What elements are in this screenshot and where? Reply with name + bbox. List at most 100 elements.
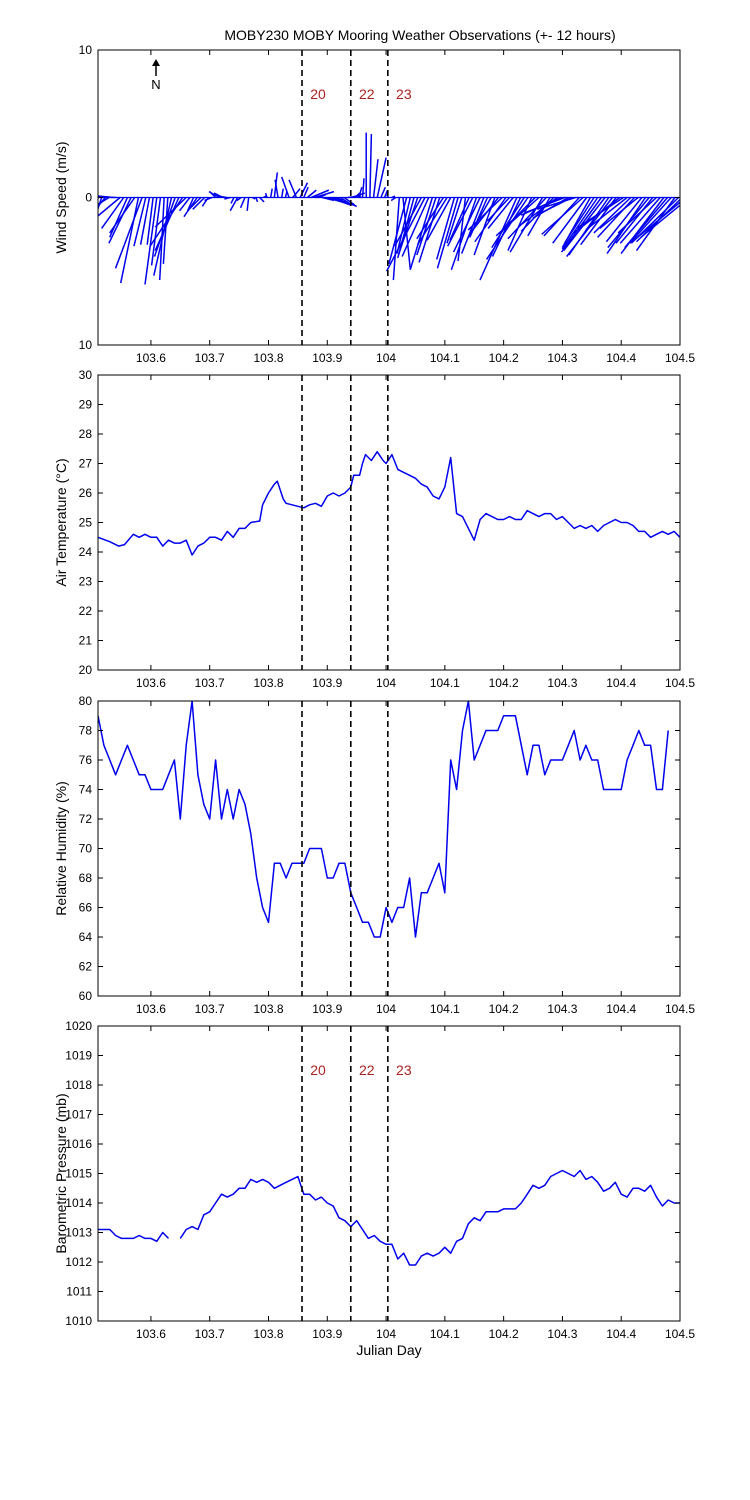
north-label: N — [151, 77, 160, 92]
rh-x-tick-label: 103.7 — [195, 1002, 225, 1016]
wind-vector — [385, 197, 426, 272]
rh-y-tick-label: 68 — [79, 871, 93, 885]
wind-vector — [108, 197, 132, 244]
temp-x-tick-label: 103.9 — [312, 676, 342, 690]
wind-vector — [340, 196, 350, 205]
temp-y-tick-label: 24 — [79, 545, 93, 559]
wind-marker-label: 23 — [396, 86, 412, 102]
wind-vector — [358, 186, 363, 198]
wind-x-tick-label: 104.2 — [489, 351, 519, 365]
temp-x-tick-label: 103.8 — [253, 676, 283, 690]
wind-vector — [605, 197, 643, 243]
temp-y-tick-label: 20 — [79, 663, 93, 677]
wind-vector — [593, 196, 632, 234]
wind-vector — [217, 195, 227, 199]
wind-vector — [329, 196, 351, 206]
wind-vector — [449, 197, 470, 241]
pressure-y-tick-label: 1012 — [65, 1255, 92, 1269]
wind-vector — [255, 197, 259, 203]
pressure-x-tick-label: 104.2 — [489, 1327, 519, 1341]
pressure-x-tick-label: 103.6 — [136, 1327, 166, 1341]
wind-vector — [109, 197, 136, 234]
wind-vector — [292, 188, 301, 198]
temp-x-tick-label: 104.4 — [606, 676, 636, 690]
wind-vector — [372, 159, 379, 198]
wind-y-tick-label: 10 — [79, 338, 93, 352]
pressure-x-tick-label: 103.8 — [253, 1327, 283, 1341]
wind-x-tick-label: 104.5 — [665, 351, 695, 365]
wind-vector — [615, 197, 654, 244]
figure-title: MOBY230 MOBY Mooring Weather Observation… — [224, 27, 615, 43]
rh-series-line — [98, 701, 669, 938]
wind-x-tick-label: 104 — [376, 351, 396, 365]
wind-vector — [436, 197, 459, 269]
wind-vector — [467, 196, 503, 231]
wind-x-tick-label: 104.1 — [430, 351, 460, 365]
wind-x-tick-label: 103.7 — [195, 351, 225, 365]
wind-vector — [526, 196, 565, 213]
wind-vector — [303, 186, 309, 198]
wind-vector — [343, 196, 355, 206]
temp-y-tick-label: 28 — [79, 427, 93, 441]
wind-vector — [585, 196, 628, 231]
wind-vector — [98, 196, 121, 217]
rh-y-tick-label: 64 — [79, 930, 93, 944]
temp-y-tick-label: 22 — [79, 604, 93, 618]
rh-y-tick-label: 78 — [79, 724, 93, 738]
temp-x-tick-label: 104.1 — [430, 676, 460, 690]
wind-vector — [288, 179, 298, 198]
temp-y-tick-label: 26 — [79, 486, 93, 500]
wind-vector — [153, 197, 176, 257]
pressure-x-tick-label: 104.3 — [547, 1327, 577, 1341]
wind-vector — [263, 195, 267, 199]
pressure-y-tick-label: 1017 — [65, 1108, 92, 1122]
wind-vector — [397, 197, 419, 256]
temp-y-tick-label: 27 — [79, 457, 93, 471]
wind-vector — [390, 196, 397, 202]
wind-y-axis-label: Wind Speed (m/s) — [53, 141, 69, 253]
wind-vector — [537, 196, 576, 211]
rh-y-tick-label: 60 — [79, 989, 93, 1003]
wind-vector — [624, 197, 669, 249]
rh-axes-frame — [97, 700, 681, 997]
wind-vector — [119, 197, 140, 284]
wind-vector — [452, 197, 481, 253]
temp-x-tick-label: 104 — [376, 676, 396, 690]
wind-vector — [100, 197, 125, 229]
rh-y-tick-label: 76 — [79, 753, 93, 767]
temp-x-tick-label: 103.6 — [136, 676, 166, 690]
temp-y-tick-label: 25 — [79, 516, 93, 530]
wind-vector — [229, 197, 239, 212]
wind-vector — [485, 197, 529, 260]
wind-vector — [388, 197, 408, 265]
wind-vector — [450, 197, 478, 271]
wind-vector — [321, 196, 335, 202]
wind-vector — [396, 197, 412, 254]
temp-y-tick-label: 30 — [79, 368, 93, 382]
wind-vector — [192, 196, 206, 210]
wind-vector — [332, 196, 358, 208]
wind-vector — [150, 197, 162, 266]
temp-y-tick-label: 21 — [79, 634, 93, 648]
pressure-y-tick-label: 1019 — [65, 1049, 92, 1063]
rh-y-tick-label: 66 — [79, 901, 93, 915]
pressure-x-tick-label: 104.5 — [665, 1327, 695, 1341]
rh-x-tick-label: 103.8 — [253, 1002, 283, 1016]
wind-vector — [599, 196, 639, 230]
wind-vector — [139, 197, 151, 245]
wind-vector — [447, 197, 474, 247]
wind-vector — [310, 189, 330, 199]
wind-vector — [552, 197, 588, 244]
pressure-x-tick-label: 104.1 — [430, 1327, 460, 1341]
temp-data — [98, 450, 680, 556]
wind-vector — [144, 197, 158, 285]
pressure-series-line — [179, 1169, 680, 1266]
pressure-marker-label: 22 — [359, 1062, 375, 1078]
pressure-marker-label: 20 — [310, 1062, 326, 1078]
wind-vector — [236, 196, 242, 202]
pressure-y-tick-label: 1010 — [65, 1314, 92, 1328]
temp-axes-frame — [97, 374, 681, 671]
wind-vector — [479, 197, 518, 281]
wind-vector — [561, 197, 599, 250]
temp-y-tick-label: 23 — [79, 575, 93, 589]
